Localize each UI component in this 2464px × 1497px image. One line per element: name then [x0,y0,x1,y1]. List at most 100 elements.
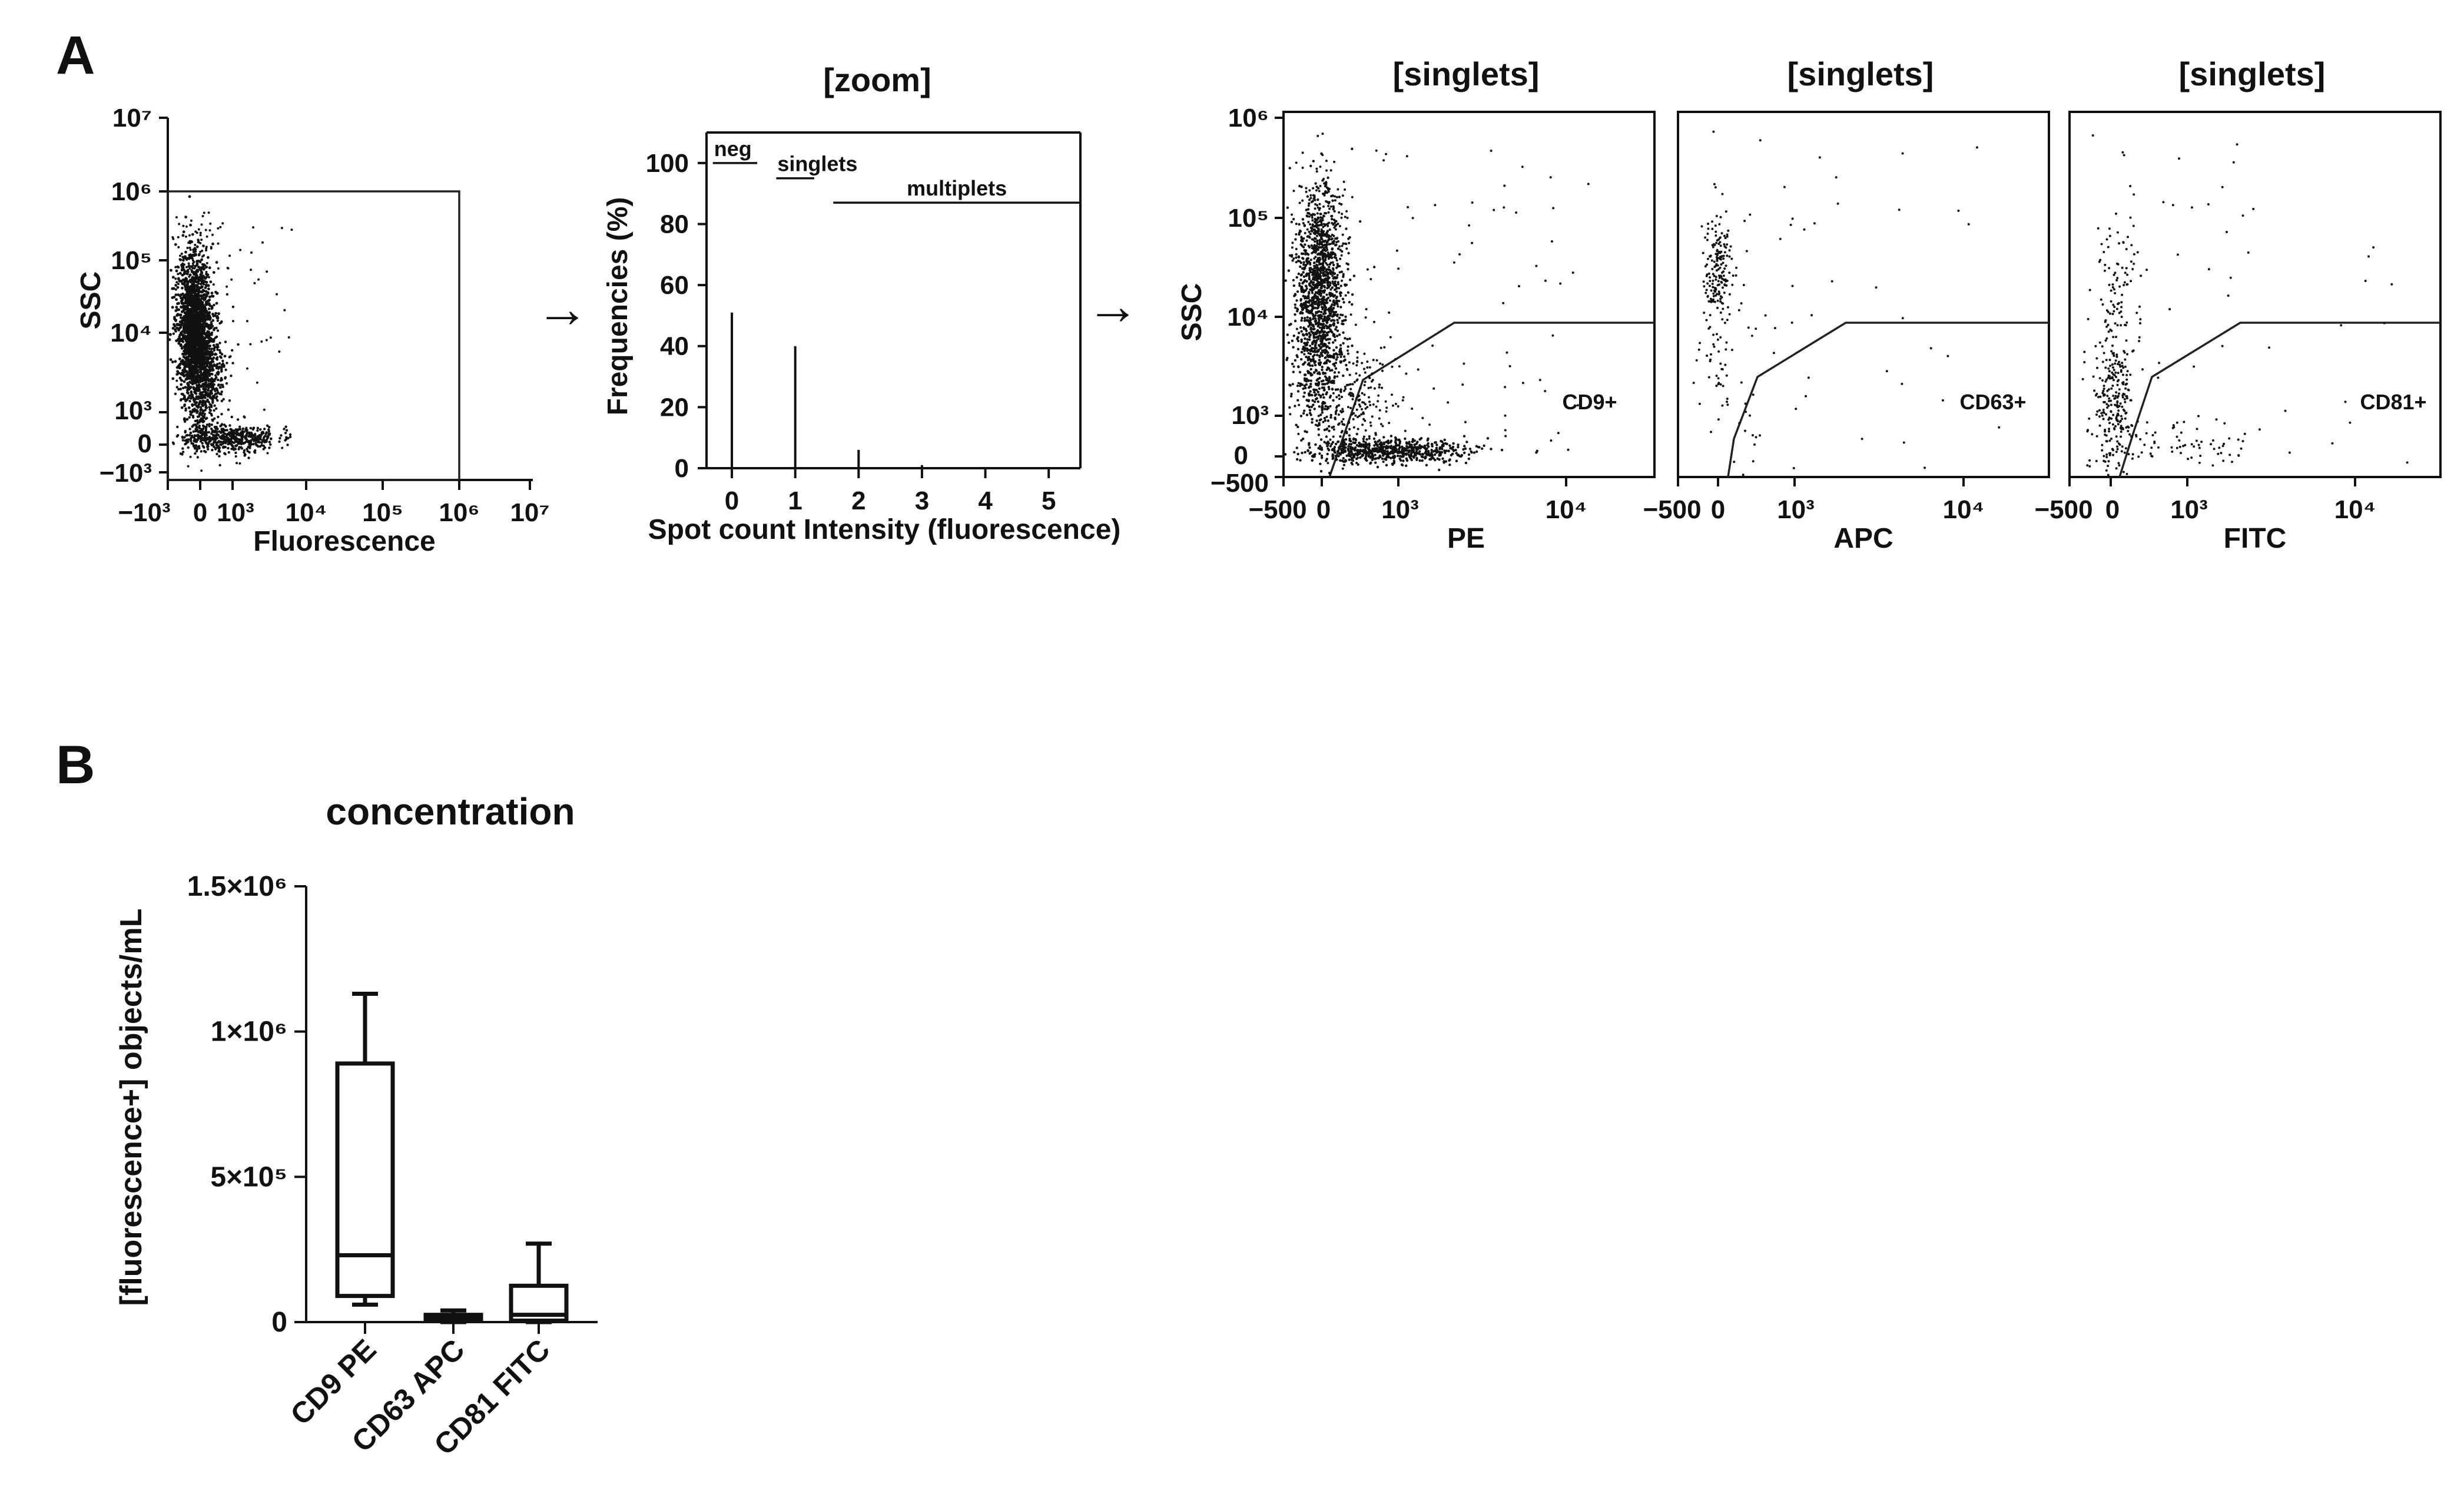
pe-event [1296,452,1299,456]
fluor-event [222,442,225,445]
pe-event [1314,198,1316,201]
fluor-event [183,420,187,423]
fluor-event [198,300,201,304]
pe-event [1298,332,1301,334]
fluor-event [193,362,196,365]
pe-event [1300,303,1303,306]
fluor-event [211,319,215,322]
pe-event [1337,240,1339,243]
pe-event [1325,160,1328,163]
pe-event [1328,276,1331,279]
pe-event [1483,444,1485,447]
pe-event [1332,282,1335,285]
fluor-event [194,350,197,353]
pe-event [1305,333,1308,336]
pe-event [1335,259,1338,262]
pe-event [1305,208,1308,211]
pe-event [1322,271,1325,274]
pe-event [1311,238,1314,241]
fluor-event [201,337,204,341]
pe-event [1326,268,1329,271]
pe-event [1323,388,1326,392]
pe-event [1328,269,1331,271]
pe-event [1302,261,1305,264]
fluor-event [203,283,205,286]
fluor-event [196,420,200,423]
pe-event [1305,383,1308,386]
fluor-event [248,431,251,434]
pe-event [1318,355,1321,359]
pe-event [1351,293,1354,296]
pe-event [1300,236,1303,239]
pe-event [1301,218,1305,221]
fluor-event [185,373,188,376]
pe-event [1308,312,1311,314]
pe-event [1300,330,1303,333]
pe-event [1318,310,1321,313]
pe-event [1309,263,1312,266]
pe-event [1305,239,1308,242]
fluor-event [191,276,194,279]
fluor-event [207,287,210,291]
pe-event [1334,228,1337,231]
pe-event [1338,353,1341,356]
pe-event [1327,204,1330,207]
fluor-event [220,399,223,403]
pe-event [1326,273,1329,276]
pe-event [1311,230,1314,233]
pe-event [1311,290,1314,293]
pe-event [1317,337,1320,340]
fluor-event [186,313,189,316]
pe-event [1331,441,1335,444]
pe-event [1298,384,1302,388]
fluor-event [178,294,181,297]
pe-event [1338,211,1341,214]
fluor-event [195,426,198,429]
panel-label-a: A [56,25,95,85]
fluor-event [199,241,202,244]
fluor-event [214,446,217,450]
fluor-event [204,286,207,289]
fluor-event [205,351,207,354]
fluor-event [231,305,235,309]
fluor-event [187,341,190,344]
pe-event [1338,316,1341,319]
fluor-event [198,287,200,290]
fluor-event [191,262,194,265]
fluor-event [225,429,228,432]
pe-event [1292,346,1295,349]
pe-event [1291,213,1293,216]
fluor-event [177,283,180,286]
fluor-event [185,235,187,238]
fluor-event [202,274,205,277]
fluor-event [284,425,287,428]
fluor-event [184,409,187,412]
fluor-event [180,306,183,308]
fluor-event [190,281,193,284]
pe-event [1438,458,1441,461]
pe-event [1323,428,1326,432]
fluor-event [177,246,180,249]
fluor-event [171,306,174,309]
pe-event [1324,375,1327,378]
fluor-event [203,395,206,399]
fluor-event [169,358,173,362]
fluor-event [195,428,198,431]
fluor-event [190,278,194,281]
pe-event [1302,222,1305,224]
pe-event [1330,194,1333,198]
pe-event [1332,322,1336,325]
fluor-event [215,292,218,295]
pe-event [1322,261,1324,264]
pe-event [1316,216,1319,219]
pe-event [1299,459,1302,462]
fluor-event [218,455,221,458]
fluor-event [187,347,190,351]
pe-event [1331,217,1334,221]
fluor-event [211,419,214,422]
fluor-event [205,416,208,420]
fluor-event [200,408,203,411]
fluor-event [191,337,194,340]
fluor-event [200,327,204,330]
fluor-event [205,281,208,284]
